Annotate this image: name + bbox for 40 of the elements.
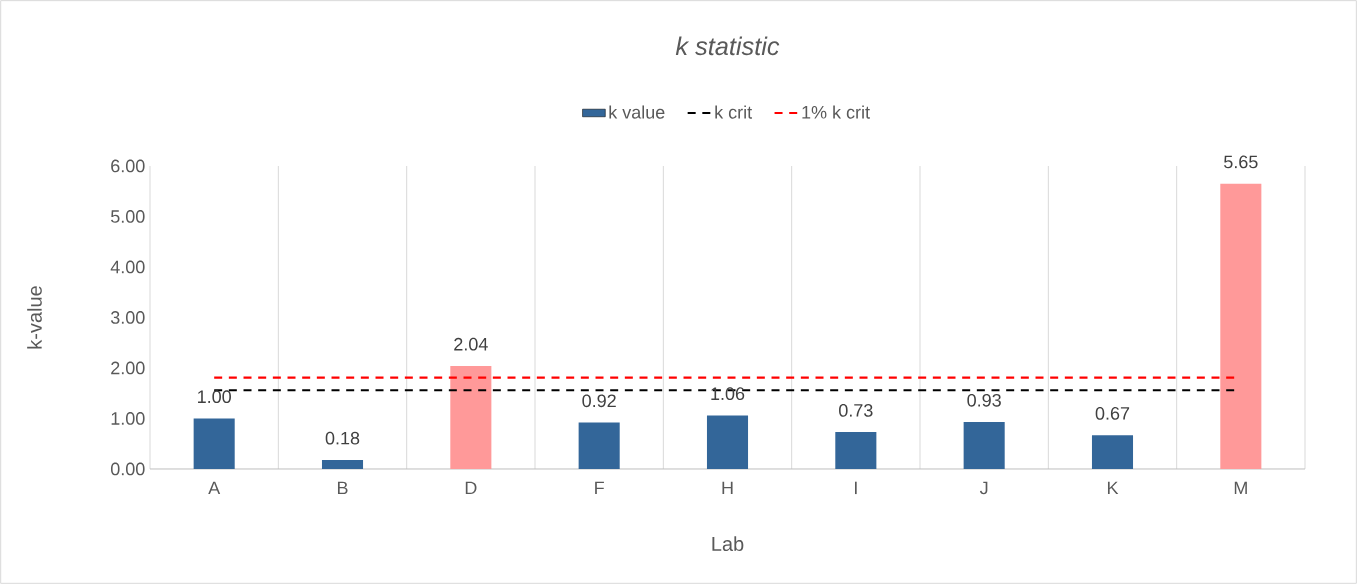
bar: [193, 418, 235, 469]
data-label: 5.65: [1224, 155, 1258, 169]
chart-title: k statistic: [675, 36, 780, 56]
y-tick-label: 3.00: [110, 311, 145, 324]
x-tick-label: H: [722, 481, 733, 495]
bar: [450, 365, 492, 469]
legend-label: 1% k crit: [802, 105, 870, 119]
bar: [1091, 435, 1134, 469]
y-tick-label: 4.00: [110, 260, 145, 274]
bar: [835, 432, 877, 469]
data-label: 0.67: [1095, 407, 1130, 420]
x-tick-label: B: [337, 481, 348, 495]
x-tick-label: D: [465, 481, 477, 495]
x-tick-label: J: [979, 481, 988, 495]
y-tick-label: 1.00: [111, 412, 145, 425]
x-tick-label: I: [854, 481, 857, 495]
x-tick-label: M: [1234, 481, 1247, 495]
x-tick-label: A: [208, 481, 221, 495]
y-tick-label: 6.00: [111, 159, 145, 173]
data-label: 0.73: [839, 404, 873, 417]
legend-label: k crit: [715, 105, 753, 119]
y-tick-label: 0.00: [110, 462, 145, 476]
legend-label: k value: [609, 105, 665, 119]
bar: [321, 459, 364, 469]
y-tick-label: 2.00: [111, 361, 145, 375]
data-label: 0.92: [582, 394, 616, 408]
data-label: 2.04: [454, 337, 488, 351]
data-label: 1.00: [198, 390, 231, 404]
x-axis-title: Lab: [712, 536, 744, 551]
bar: [706, 415, 749, 469]
data-label: 0.93: [967, 393, 1001, 407]
y-tick-label: 5.00: [110, 210, 145, 223]
data-label: 1.06: [711, 387, 745, 401]
x-tick-label: F: [595, 481, 604, 495]
x-tick-label: K: [1107, 481, 1119, 495]
bar: [1220, 183, 1262, 469]
bar: [578, 422, 620, 469]
y-axis-title: k-value: [27, 286, 42, 349]
bar: [963, 422, 1005, 469]
data-label: 0.18: [325, 431, 360, 445]
